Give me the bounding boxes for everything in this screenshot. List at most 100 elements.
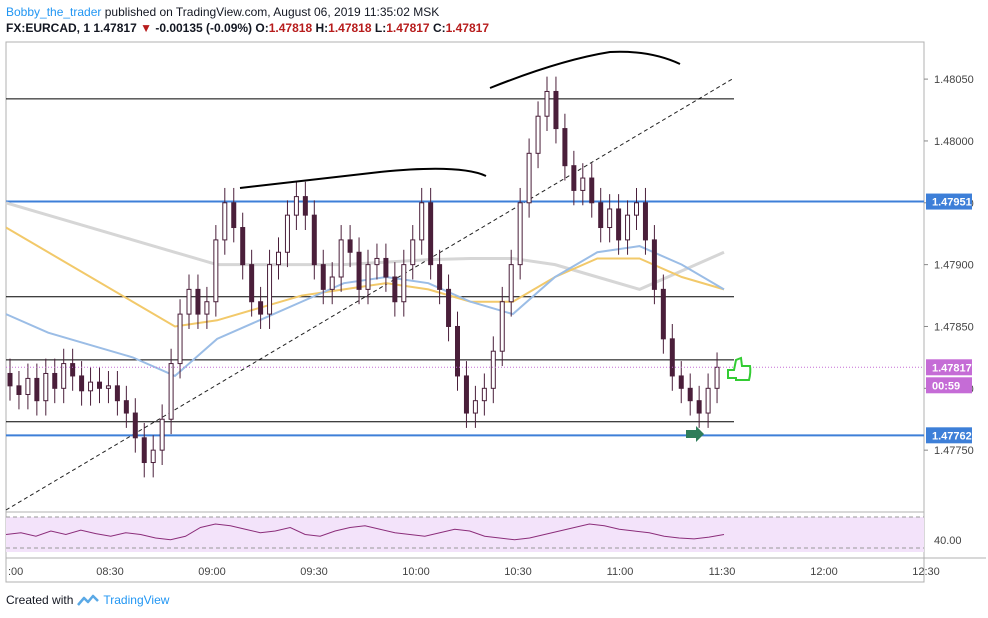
candle-body [222,202,228,241]
candle-body [347,239,353,253]
publish-info: published on TradingView.com, August 06,… [104,5,440,19]
candle-body [669,338,675,377]
candle-body [159,418,165,451]
candle-body [168,363,174,420]
open-label: O: [255,21,269,35]
candle-body [660,288,666,340]
rsi-line [5,523,725,541]
candle-body [490,350,496,389]
candle-body [16,385,22,395]
candle-body [284,214,290,253]
candle-body [562,128,568,167]
candle-body [437,264,443,290]
candle-body [642,202,648,241]
candle-body [580,177,586,191]
candle-body [463,375,469,414]
moving-average-line [5,201,725,291]
candle-body [70,363,76,377]
author-link[interactable]: Bobby_the_trader [6,5,102,19]
low-value: 1.47817 [386,21,430,35]
candle-body [589,177,595,204]
candle-body [714,366,720,389]
candle-body [705,387,711,414]
candle-body [52,372,58,389]
tradingview-logo-icon [77,594,100,606]
candle-body [34,377,40,402]
price-badge [926,377,972,394]
y-tick-label: 1.47850 [934,321,974,333]
candle-body [25,377,31,395]
candle-body [616,208,622,241]
x-tick-label: 12:30 [912,566,940,578]
x-tick-label: 09:30 [300,566,328,578]
x-tick-label: :00 [8,566,23,578]
candle-body [329,276,335,290]
candle-body [249,264,255,303]
candle-body [517,202,523,266]
high-label: H: [315,21,329,35]
candle-body [696,400,702,414]
candle-body [481,387,487,402]
x-tick-label: 11:00 [607,566,634,578]
thumbs-up-icon [727,356,752,381]
y-tick-label: 1.47750 [934,445,974,457]
x-tick-label: 10:30 [504,566,532,578]
candle-body [320,264,326,290]
candle-body [79,375,85,392]
candle-body [625,214,631,241]
candle-body [571,165,577,191]
candle-body [293,196,299,216]
close-value: 1.47817 [445,21,490,35]
candle-body [61,363,67,389]
candle-body [267,264,273,315]
down-triangle-icon: ▼ [140,21,152,35]
candle-body [213,239,219,303]
moving-average-line [5,245,725,378]
candle-body [141,437,147,464]
drawn-arc [489,50,681,89]
candle-body [687,387,693,402]
candle-body [651,239,657,290]
candle-body [276,251,281,266]
y-tick-label: 1.47900 [934,260,974,272]
candle-body [311,214,317,266]
high-value: 1.47818 [328,21,372,35]
candle-body [446,288,452,327]
price-badge-label: 1.47951 [932,197,972,209]
candle-body [383,257,389,278]
candle-body [365,264,371,290]
candle-body [472,400,478,414]
symbol-label: FX:EURCAD, 1 [6,21,91,35]
candle-body [186,288,192,315]
low-label: L: [374,21,387,35]
candle-body [114,385,120,402]
candle-body [419,202,425,241]
x-tick-label: 10:00 [402,566,430,578]
price-badge-label: 00:59 [932,380,960,392]
candle-body [231,202,237,229]
candle-body [132,412,138,439]
price-badge [926,193,972,210]
candle-body [678,375,684,389]
candle-body [204,301,210,315]
last-price: 1.47817 [93,21,137,35]
candle-body [553,90,559,130]
rsi-tick-label: 40.00 [934,535,962,547]
rsi-band [6,517,924,552]
candle-body [97,381,102,389]
trend-line [5,77,735,511]
candle-body [240,227,246,266]
tradingview-brand[interactable]: TradingView [103,593,170,607]
x-tick-label: 12:00 [810,566,838,578]
plot-frame [5,41,925,583]
candle-body [455,325,460,377]
candle-body [356,251,362,290]
price-badge-label: 1.47817 [932,362,972,374]
candle-body [374,257,380,266]
candle-body [43,372,49,402]
open-value: 1.47818 [268,21,313,35]
candle-body [105,385,111,389]
candle-body [177,313,183,365]
change-value: -0.00135 (-0.09%) [155,21,253,35]
